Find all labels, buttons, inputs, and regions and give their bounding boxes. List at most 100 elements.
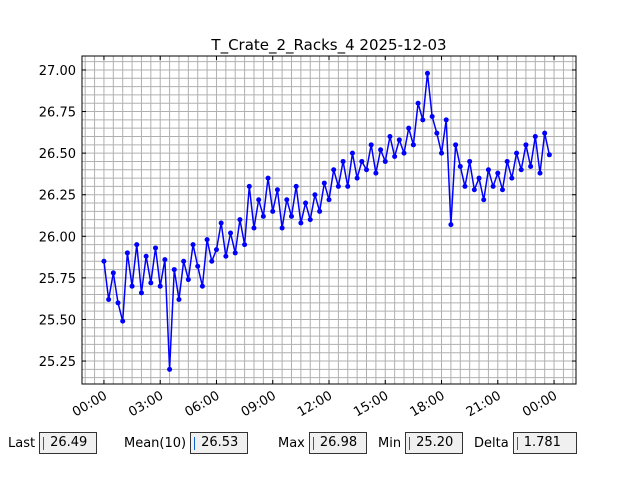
data-point (453, 142, 459, 148)
data-point (213, 247, 219, 253)
data-point (124, 250, 130, 256)
data-point (260, 213, 266, 219)
data-point (537, 170, 543, 176)
data-point (218, 220, 224, 226)
data-point (349, 150, 355, 156)
chart: T_Crate_2_Racks_4 2025-12-03 25.25 25.50 2… (39, 36, 577, 420)
data-point (490, 183, 496, 189)
data-point (410, 142, 416, 148)
data-point (303, 200, 309, 206)
chart-title: T_Crate_2_Racks_4 2025-12-03 (210, 36, 446, 55)
data-point (138, 290, 144, 296)
data-point (542, 130, 548, 136)
status-value: 26.98 (308, 432, 367, 454)
data-point (251, 225, 257, 231)
y-tick-label: 25.75 (39, 272, 76, 287)
data-point (199, 283, 205, 289)
data-point (265, 175, 271, 181)
data-point (321, 180, 327, 186)
status-bar: Last 26.49 Mean(10) 26.53 Max 26.98 Min 25.20 De… (0, 430, 640, 460)
data-point (429, 114, 435, 120)
data-point (293, 183, 299, 189)
y-tick-label: 27.00 (39, 64, 76, 79)
data-point (190, 242, 196, 248)
status-value: 1.781 (512, 432, 577, 454)
data-point (335, 183, 341, 189)
data-point (476, 175, 482, 181)
data-point (462, 183, 468, 189)
y-tick-label: 26.75 (39, 106, 76, 121)
data-point (424, 70, 430, 76)
data-point (232, 250, 238, 256)
data-point (162, 257, 168, 263)
data-point (514, 150, 520, 156)
status-label: Max (278, 435, 305, 451)
data-point (195, 263, 201, 269)
data-point (270, 208, 276, 214)
data-point (246, 183, 252, 189)
data-point (106, 297, 112, 303)
data-point (467, 158, 473, 164)
data-point (359, 158, 365, 164)
x-tick-label: 00:00 (520, 388, 560, 420)
data-point (471, 187, 477, 193)
data-point (237, 217, 243, 223)
data-point (171, 267, 177, 273)
data-point (495, 170, 501, 176)
data-point (326, 197, 332, 203)
data-point (364, 167, 370, 173)
data-point (504, 158, 510, 164)
data-point (223, 253, 229, 259)
data-point (443, 117, 449, 123)
data-point (307, 217, 313, 223)
status-label: Min (378, 435, 402, 451)
data-point (354, 175, 360, 181)
data-point (209, 258, 215, 264)
y-tick-label: 25.25 (39, 355, 76, 370)
y-tick-label: 26.00 (39, 230, 76, 245)
status-field: Last 26.49 (8, 432, 98, 454)
data-point (312, 192, 318, 198)
data-point (176, 297, 182, 303)
data-point (546, 152, 552, 158)
data-point (129, 283, 135, 289)
status-label: Mean(10) (124, 435, 187, 451)
data-point (532, 134, 538, 140)
y-tick-label: 26.50 (39, 147, 76, 162)
data-point (317, 208, 323, 214)
data-point (228, 230, 234, 236)
x-tick-label: 15:00 (351, 388, 391, 420)
data-point (345, 183, 351, 189)
data-point (439, 150, 445, 156)
y-tick-label: 25.50 (39, 313, 76, 328)
data-point (457, 163, 463, 169)
status-value: 25.20 (405, 432, 464, 454)
data-point (401, 150, 407, 156)
data-point (181, 258, 187, 264)
data-point (415, 100, 421, 106)
data-point (485, 167, 491, 173)
data-line (103, 73, 551, 370)
data-point (101, 258, 107, 264)
data-point (120, 318, 126, 324)
data-point (448, 222, 454, 228)
status-value: 26.53 (190, 432, 249, 454)
x-tick-label: 06:00 (183, 388, 223, 420)
data-point (373, 170, 379, 176)
x-tick-label: 18:00 (408, 388, 448, 420)
x-tick-label: 09:00 (239, 388, 279, 420)
data-point (298, 220, 304, 226)
x-tick-label: 03:00 (126, 388, 166, 420)
data-point (392, 153, 398, 159)
status-value: 26.49 (39, 432, 98, 454)
data-point (382, 158, 388, 164)
data-point (387, 134, 393, 140)
data-point (396, 137, 402, 143)
data-point (331, 167, 337, 173)
status-field: Max 26.98 (278, 432, 367, 454)
data-point (368, 142, 374, 148)
data-point (420, 117, 426, 123)
status-field: Delta 1.781 (474, 432, 577, 454)
data-point (204, 237, 210, 243)
data-point (340, 158, 346, 164)
